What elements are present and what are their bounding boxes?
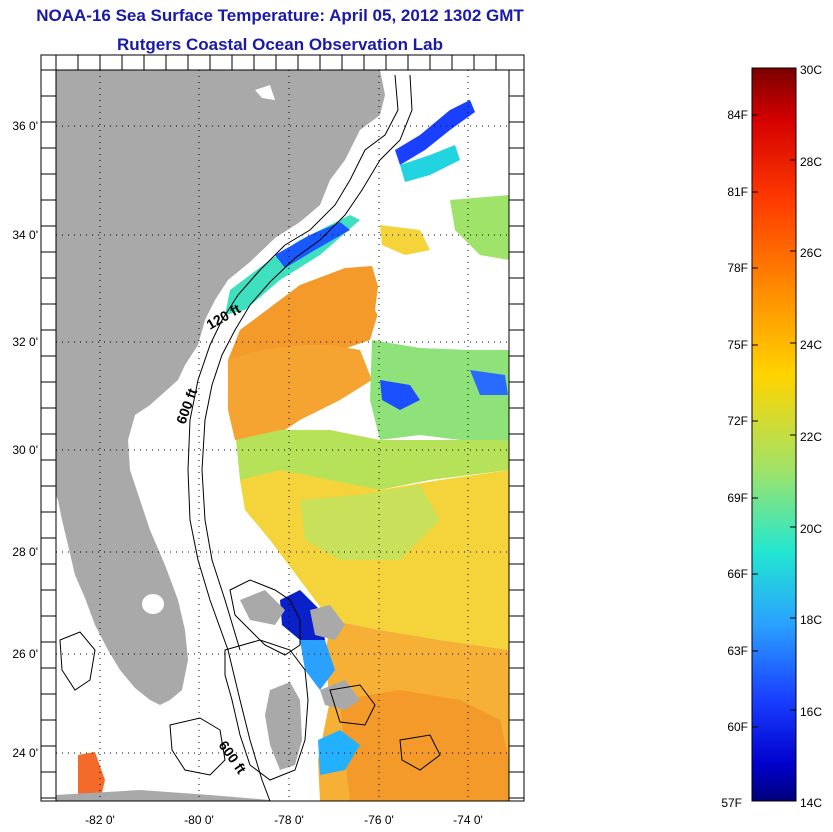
celsius-label: 16C	[800, 705, 822, 719]
lon-label: -74 0'	[453, 813, 483, 827]
map-frame	[40, 54, 525, 802]
fahrenheit-label: 72F	[727, 414, 748, 428]
lakes	[142, 85, 275, 614]
isobath-contours	[59, 74, 441, 801]
fahrenheit-label: 57F	[721, 796, 742, 810]
celsius-label: 22C	[800, 430, 822, 444]
lat-label: 24 0'	[12, 746, 38, 760]
fahrenheit-label: 60F	[727, 720, 748, 734]
lat-label: 30 0'	[12, 443, 38, 457]
fahrenheit-label: 81F	[727, 185, 748, 199]
celsius-label: 30C	[800, 63, 822, 77]
map-content	[56, 70, 509, 801]
celsius-label: 24C	[800, 338, 822, 352]
celsius-label: 26C	[800, 246, 822, 260]
sst-field	[78, 100, 509, 801]
colorbar-celsius-labels: 30C 28C 26C 24C 22C 20C 18C 16C 14C	[800, 63, 822, 810]
celsius-label: 18C	[800, 613, 822, 627]
lon-label: -82 0'	[85, 813, 115, 827]
celsius-label: 20C	[800, 522, 822, 536]
colorbar-fahrenheit-labels: 84F 81F 78F 75F 72F 69F 66F 63F 60F 57F	[721, 108, 748, 810]
fahrenheit-label: 75F	[727, 338, 748, 352]
frame-ticks	[41, 55, 524, 799]
fahrenheit-label: 69F	[727, 491, 748, 505]
latitude-labels: 36 0' 34 0' 32 0' 30 0' 28 0' 26 0' 24 0…	[12, 119, 38, 760]
lat-label: 34 0'	[12, 228, 38, 242]
land-mask	[56, 70, 385, 801]
lon-label: -76 0'	[364, 813, 394, 827]
map-title: NOAA-16 Sea Surface Temperature: April 0…	[36, 6, 524, 25]
colorbar-gradient	[751, 67, 797, 802]
lat-label: 26 0'	[12, 647, 38, 661]
lat-label: 28 0'	[12, 545, 38, 559]
lon-label: -78 0'	[274, 813, 304, 827]
lon-label: -80 0'	[184, 813, 214, 827]
celsius-label: 28C	[800, 155, 822, 169]
lat-label: 32 0'	[12, 335, 38, 349]
longitude-labels: -82 0' -80 0' -78 0' -76 0' -74 0'	[85, 813, 483, 827]
fahrenheit-label: 63F	[727, 644, 748, 658]
colorbar: 30C 28C 26C 24C 22C 20C 18C 16C 14C 84F …	[721, 63, 822, 810]
colorbar-ticks	[752, 67, 796, 802]
celsius-label: 14C	[800, 796, 822, 810]
fahrenheit-label: 66F	[727, 567, 748, 581]
map-subtitle: Rutgers Coastal Ocean Observation Lab	[117, 35, 443, 54]
fahrenheit-label: 84F	[727, 108, 748, 122]
lat-label: 36 0'	[12, 119, 38, 133]
fahrenheit-label: 78F	[727, 261, 748, 275]
